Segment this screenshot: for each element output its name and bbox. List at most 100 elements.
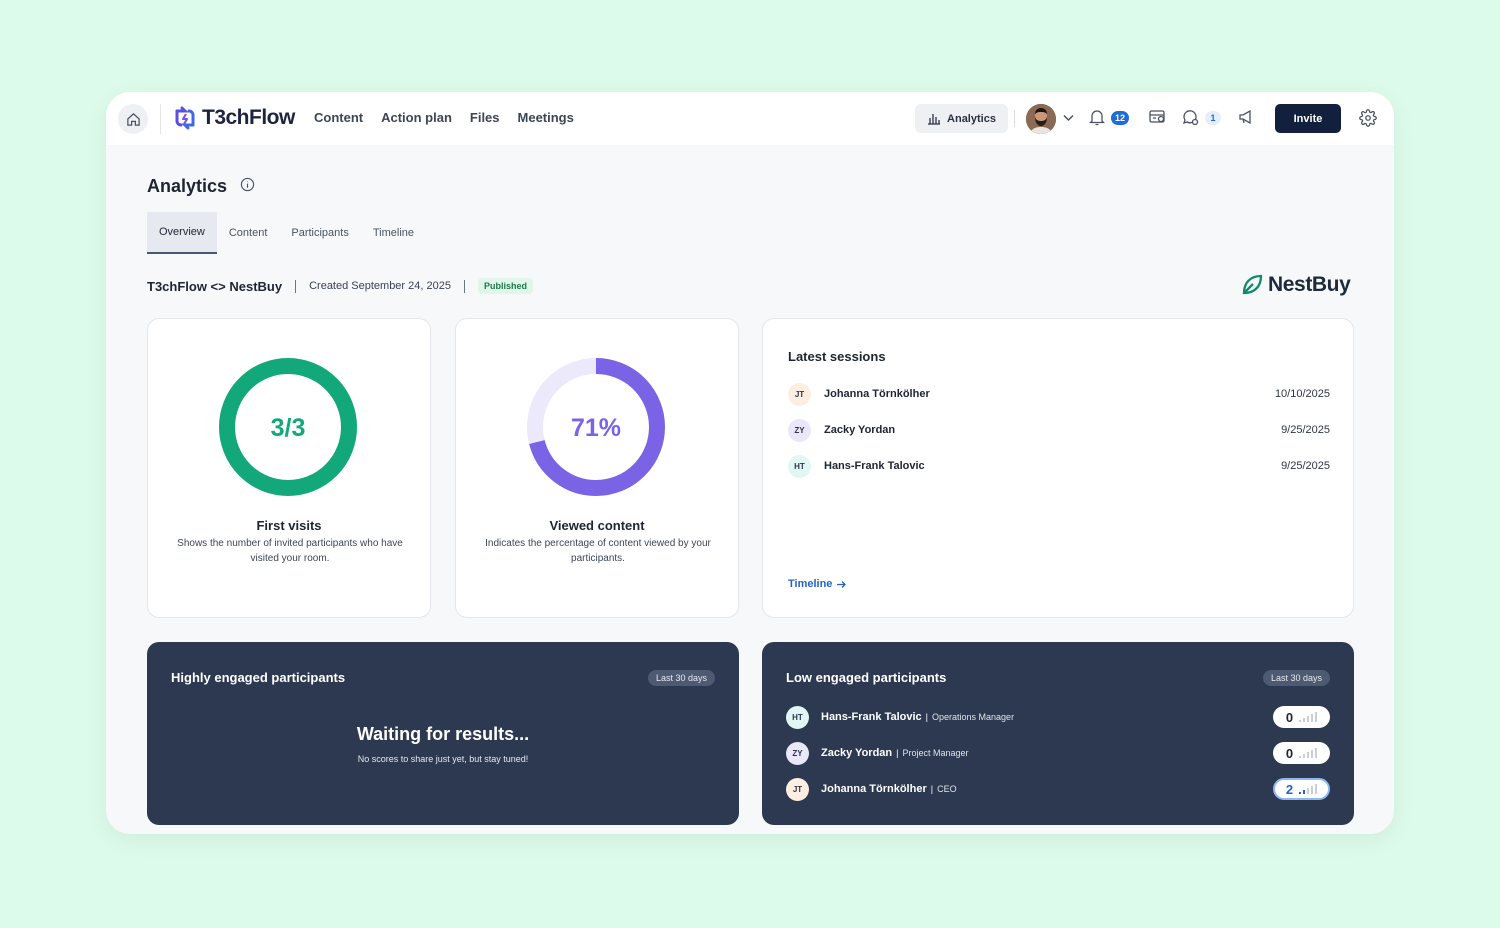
avatar: ZY [786, 741, 809, 765]
client-logo-text: NestBuy [1268, 273, 1351, 296]
score-value: 2 [1285, 781, 1294, 797]
home-button[interactable] [118, 104, 148, 134]
signal-bars-icon [1299, 748, 1318, 758]
avatar: JT [788, 382, 811, 406]
bell-icon[interactable] [1089, 109, 1105, 126]
viewed-content-title: Viewed content [549, 518, 645, 533]
avatar-image [1026, 104, 1056, 134]
first-visits-value: 3/3 [271, 414, 306, 442]
tab-timeline[interactable]: Timeline [372, 227, 415, 239]
nav-item-action-plan[interactable]: Action plan [381, 110, 452, 125]
first-visits-donut-arc [219, 358, 357, 496]
nav-item-files[interactable]: Files [469, 110, 500, 125]
user-avatar[interactable] [1026, 104, 1056, 134]
t3chflow-logo-icon [175, 106, 195, 130]
session-name: Johanna Törnkölher [824, 388, 930, 400]
avatar: HT [786, 705, 809, 729]
home-icon [126, 112, 140, 126]
timeline-link-label: Timeline [788, 578, 833, 590]
main-nav: Content Action plan Files Meetings [314, 110, 574, 125]
bar-chart-icon [928, 114, 941, 125]
session-date: 9/25/2025 [1281, 460, 1330, 472]
first-visits-donut: 3/3 [219, 358, 357, 496]
chat-icon[interactable] [1182, 109, 1199, 126]
session-name: Zacky Yordan [824, 424, 896, 436]
app-logo[interactable]: T3chFlow [172, 105, 295, 131]
notifications-badge: 12 [1111, 111, 1130, 125]
separator [295, 279, 297, 293]
viewed-content-value: 71% [571, 414, 621, 442]
viewed-content-donut: 71% [527, 358, 665, 496]
engagement-score: 0 [1273, 706, 1330, 728]
avatar: ZY [788, 418, 811, 442]
participant-name: Johanna Törnkölher [821, 783, 927, 795]
participant-role: Project Manager [896, 748, 968, 758]
latest-sessions-title: Latest sessions [788, 349, 886, 364]
tab-overview[interactable]: Overview [147, 212, 217, 254]
empty-state-title: Waiting for results... [356, 724, 530, 744]
page-title: Analytics [147, 176, 228, 196]
info-icon[interactable] [240, 177, 255, 192]
tab-content[interactable]: Content [228, 227, 268, 239]
avatar: HT [788, 454, 811, 478]
highly-engaged-title: Highly engaged participants [171, 670, 346, 685]
megaphone-icon[interactable] [1238, 109, 1254, 125]
divider [1014, 110, 1015, 127]
viewed-content-description: Indicates the percentage of content view… [485, 538, 711, 564]
gear-icon[interactable] [1359, 109, 1377, 127]
first-visits-description: Shows the number of invited participants… [177, 538, 403, 564]
participant-row[interactable]: ZY Zacky Yordan Project Manager 0 [786, 741, 1330, 765]
top-bar: T3chFlow Content Action plan Files Meeti… [106, 92, 1394, 145]
tab-participants[interactable]: Participants [291, 227, 349, 239]
analytics-button-label: Analytics [947, 112, 996, 125]
arrow-right-icon [837, 580, 847, 588]
signal-bars-icon [1299, 712, 1318, 722]
room-name: T3chFlow <> NestBuy [147, 278, 283, 294]
period-badge: Last 30 days [1262, 670, 1330, 686]
divider [160, 104, 161, 134]
first-visits-title: First visits [256, 518, 322, 533]
engagement-score: 2 [1273, 778, 1330, 800]
empty-state-subtitle: No scores to share just yet, but stay tu… [357, 754, 529, 764]
session-row[interactable]: ZY Zacky Yordan 9/25/2025 [788, 418, 1330, 442]
first-visits-card: 3/3 First visits Shows the number of inv… [147, 318, 431, 618]
latest-sessions-card: Latest sessions JT Johanna Törnkölher 10… [762, 318, 1354, 618]
score-value: 0 [1285, 709, 1294, 725]
signal-bars-icon [1299, 784, 1318, 794]
messages-badge: 1 [1205, 111, 1221, 125]
session-row[interactable]: JT Johanna Törnkölher 10/10/2025 [788, 382, 1330, 406]
low-engaged-card: Low engaged participants Last 30 days HT… [762, 642, 1354, 825]
session-name: Hans-Frank Talovic [824, 460, 925, 472]
app-window: T3chFlow Content Action plan Files Meeti… [106, 92, 1394, 834]
app-name: T3chFlow [202, 106, 295, 129]
session-row[interactable]: HT Hans-Frank Talovic 9/25/2025 [788, 454, 1330, 478]
status-badge: Published [477, 278, 533, 294]
participant-row[interactable]: JT Johanna Törnkölher CEO 2 [786, 777, 1330, 801]
engagement-score: 0 [1273, 742, 1330, 764]
session-date: 10/10/2025 [1274, 388, 1330, 400]
session-date: 9/25/2025 [1281, 424, 1330, 436]
participant-name: Hans-Frank Talovic [821, 711, 922, 723]
timeline-link[interactable]: Timeline [788, 578, 847, 590]
viewed-content-donut-arc [527, 358, 665, 496]
period-badge: Last 30 days [647, 670, 715, 686]
score-value: 0 [1285, 745, 1294, 761]
participant-row[interactable]: HT Hans-Frank Talovic Operations Manager… [786, 705, 1330, 729]
chevron-down-icon[interactable] [1062, 111, 1075, 124]
separator [463, 279, 465, 293]
nav-item-meetings[interactable]: Meetings [517, 110, 574, 125]
low-engaged-title: Low engaged participants [786, 670, 947, 685]
participant-name: Zacky Yordan [821, 747, 893, 759]
analytics-tabs: Overview Content Participants Timeline [147, 212, 426, 254]
highly-engaged-card: Highly engaged participants Last 30 days… [147, 642, 739, 825]
viewed-content-card: 71% Viewed content Indicates the percent… [455, 318, 739, 618]
created-date: Created September 24, 2025 [309, 280, 451, 292]
participant-role: Operations Manager [926, 712, 1014, 722]
analytics-button[interactable]: Analytics [915, 104, 1008, 133]
participant-role: CEO [931, 784, 957, 794]
avatar: JT [786, 777, 809, 801]
invite-button[interactable]: Invite [1275, 104, 1341, 133]
nav-item-content[interactable]: Content [314, 110, 364, 125]
calendar-icon[interactable] [1149, 109, 1166, 125]
client-logo: NestBuy [1240, 273, 1351, 297]
